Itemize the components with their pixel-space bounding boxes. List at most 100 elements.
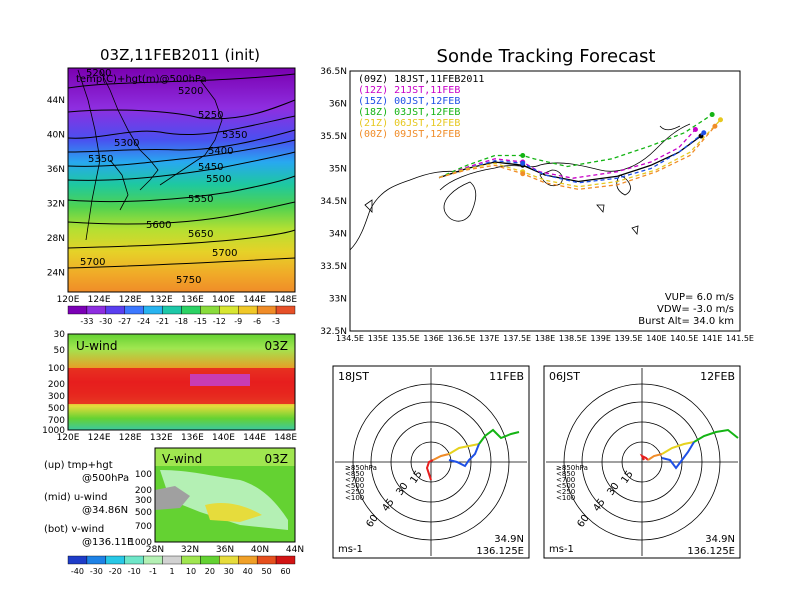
- polar-legend-entry: ≥850hPa: [556, 464, 588, 472]
- polar-legend-entry: <500: [556, 482, 575, 490]
- track-legend-entry: (15Z) 00JST,12FEB: [358, 96, 460, 107]
- colorbar-label: -15: [194, 317, 207, 326]
- temp-map-y-axis: 44N 40N 36N 32N 28N 24N: [47, 96, 65, 279]
- colorbar-label: -27: [118, 317, 131, 326]
- colorbar-label: -40: [71, 567, 84, 576]
- y-tick-label: 44N: [47, 96, 65, 106]
- x-tick-label: 128E: [119, 295, 142, 305]
- colorbar-swatch: [162, 305, 182, 315]
- hodograph-segment: [647, 453, 663, 461]
- panel-legend: (up) tmp+hgt @500hPa (mid) u-wind @34.86…: [44, 460, 133, 548]
- colorbar-label: 10: [186, 567, 196, 576]
- polar-legend-entry: ≥850hPa: [345, 464, 377, 472]
- u-wind-time: 03Z: [265, 339, 289, 353]
- temp-map-frame: [67, 67, 296, 293]
- track-lines: [438, 112, 723, 190]
- x-tick-label: 36N: [216, 545, 234, 555]
- y-tick-label: 40N: [47, 131, 65, 141]
- x-tick-label: 128E: [119, 433, 142, 443]
- contour-label: 5400: [208, 146, 233, 157]
- y-tick-label: 33.5N: [320, 262, 347, 272]
- x-tick-label: 44N: [286, 545, 304, 555]
- v-wind-frame: [154, 447, 296, 543]
- landing-point: [712, 123, 718, 129]
- track-legend-entry: (09Z) 18JST,11FEB2011: [358, 74, 484, 85]
- polar-lon: 136.125E: [476, 546, 524, 557]
- x-tick-label: 138E: [535, 334, 555, 343]
- temp-field-label: temp(C)+hgt(m)@500hPa: [76, 74, 207, 85]
- x-tick-label: 136.5E: [447, 334, 475, 343]
- y-tick-label: 28N: [47, 234, 65, 244]
- colorbar-swatch: [200, 305, 220, 315]
- contour-label: 5650: [188, 229, 213, 240]
- u-wind-x-axis: 120E 124E 128E 132E 136E 140E 144E 148E: [57, 433, 298, 443]
- y-tick-label: 36.5N: [320, 67, 347, 77]
- polar-date: 11FEB: [489, 370, 524, 383]
- colorbar-label: 30: [224, 567, 234, 576]
- info-burst: Burst Alt= 34.0 km: [638, 316, 734, 327]
- y-tick-label: 300: [135, 496, 152, 506]
- y-tick-label: 33N: [329, 295, 347, 305]
- x-tick-label: 139E: [591, 334, 611, 343]
- y-tick-label: 32N: [47, 200, 65, 210]
- legend-bot-line1: (bot) v-wind: [44, 524, 104, 535]
- track-legend-entry: (18Z) 03JST,12FEB: [358, 107, 460, 118]
- contour-label: 5200: [178, 86, 203, 97]
- hodograph-segment: [693, 428, 739, 443]
- colorbar-swatch: [181, 305, 201, 315]
- x-tick-label: 135.5E: [392, 334, 420, 343]
- colorbar-label: -1: [149, 567, 157, 576]
- v-wind-time: 03Z: [265, 452, 289, 466]
- y-tick-label: 34.5N: [320, 197, 347, 207]
- y-tick-label: 100: [135, 470, 152, 480]
- x-tick-label: 141.5E: [726, 334, 754, 343]
- x-tick-label: 134.5E: [336, 334, 364, 343]
- track-legend-entry: (12Z) 21JST,11FEB: [358, 85, 460, 96]
- landing-point: [692, 127, 698, 132]
- x-tick-label: 137E: [479, 334, 499, 343]
- contour-label: 5600: [146, 220, 171, 231]
- contour-label: 5350: [88, 154, 113, 165]
- y-tick-label: 36N: [329, 100, 347, 110]
- colorbar-label: -10: [128, 567, 141, 576]
- hodograph-segment: [478, 428, 520, 445]
- contour-label: 5200: [86, 68, 111, 79]
- legend-up-line1: (up) tmp+hgt: [44, 460, 113, 471]
- colorbar-label: -21: [156, 317, 169, 326]
- contour-label: 5350: [222, 130, 247, 141]
- polar-legend-entry: <700: [345, 476, 364, 484]
- v-wind-x-axis: 28N 32N 36N 40N 44N: [146, 545, 304, 555]
- v-wind-positive-region: [205, 503, 262, 522]
- u-wind-label: U-wind: [76, 339, 117, 353]
- colorbar-swatch: [238, 555, 258, 565]
- polar-legend-entry: <250: [556, 488, 575, 496]
- polar-legend-entry: <850: [345, 470, 364, 478]
- contour-labels: 5200 5200 5250 5300 5350 5350 5400 5450 …: [80, 68, 247, 286]
- x-tick-label: 144E: [243, 433, 266, 443]
- u-wind-jet-core: [68, 368, 295, 404]
- colorbar-swatch: [105, 555, 125, 565]
- polar-legend-entry: <700: [556, 476, 575, 484]
- colorbar-swatch: [200, 555, 220, 565]
- colorbar-label: -12: [213, 317, 226, 326]
- height-contours: [67, 73, 296, 269]
- contour-label: 5700: [212, 248, 237, 259]
- contour-label: 5300: [114, 138, 139, 149]
- colorbar-label: -9: [234, 317, 242, 326]
- legend-mid-line2: @34.86N: [82, 505, 128, 516]
- track-info: VUP= 6.0 m/s VDW= -3.0 m/s Burst Alt= 34…: [638, 292, 734, 327]
- polar-date: 12FEB: [700, 370, 735, 383]
- hodograph-segment: [639, 453, 649, 461]
- temp-map-panel: 03Z,11FEB2011 (init) 5200 5200 5250: [47, 46, 298, 326]
- landing-point: [709, 112, 715, 118]
- polar-legend-entry: <250: [345, 488, 364, 496]
- track-title: Sonde Tracking Forecast: [437, 46, 656, 67]
- x-tick-label: 140E: [212, 433, 235, 443]
- hodograph-segment: [425, 459, 434, 481]
- colorbar-swatch: [143, 305, 163, 315]
- colorbar-label: 20: [205, 567, 215, 576]
- colorbar-swatch: [275, 305, 296, 315]
- polar-unit: ms-1: [549, 544, 574, 555]
